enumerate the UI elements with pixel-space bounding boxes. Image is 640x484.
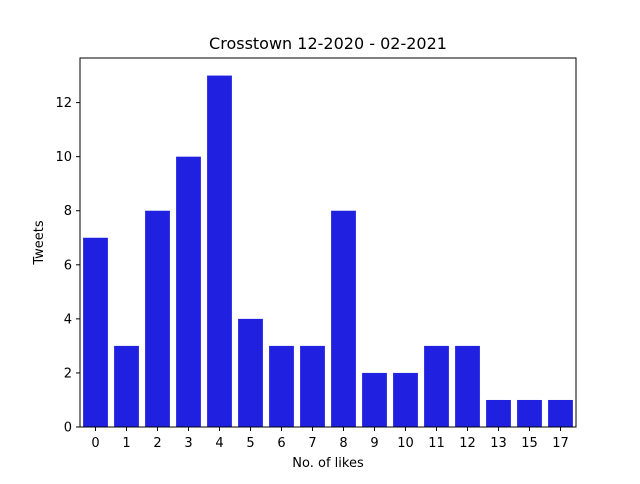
bar-15 <box>517 399 542 427</box>
y-tick-label: 12 <box>55 96 72 111</box>
plot-frame <box>79 57 577 428</box>
y-tick-label: 8 <box>64 204 72 219</box>
bar-2 <box>145 210 170 427</box>
x-tick-label: 4 <box>215 436 223 451</box>
y-tick-label: 2 <box>64 366 72 381</box>
x-tick-label: 10 <box>397 436 414 451</box>
x-tick-label: 17 <box>552 436 569 451</box>
bar-17 <box>548 399 573 427</box>
y-tick-label: 6 <box>64 258 72 273</box>
bar-11 <box>424 345 449 427</box>
x-tick-label: 5 <box>246 436 254 451</box>
y-tick-label: 10 <box>55 150 72 165</box>
x-tick-label: 1 <box>122 436 130 451</box>
y-axis-label: Tweets <box>32 220 47 266</box>
x-tick-label: 12 <box>459 436 476 451</box>
bar-13 <box>486 399 511 427</box>
x-tick-label: 9 <box>370 436 378 451</box>
bar-7 <box>300 345 325 427</box>
x-tick-label: 8 <box>339 436 347 451</box>
bar-8 <box>331 210 356 427</box>
bar-3 <box>176 156 201 428</box>
bar-5 <box>238 318 263 427</box>
x-tick-label: 6 <box>277 436 285 451</box>
x-tick-label: 0 <box>91 436 99 451</box>
x-tick-label: 15 <box>521 436 538 451</box>
bar-1 <box>114 345 139 427</box>
bar-10 <box>393 372 418 427</box>
y-tick-label: 4 <box>64 312 72 327</box>
x-axis-ticks: 0 1 2 3 4 5 6 7 8 9 10 11 12 13 15 17 <box>91 427 569 451</box>
x-tick-label: 13 <box>490 436 507 451</box>
chart-title: Crosstown 12-2020 - 02-2021 <box>209 34 447 53</box>
bar-0 <box>83 237 108 427</box>
bar-12 <box>455 345 480 427</box>
y-axis-ticks: 0 2 4 6 8 10 12 <box>55 96 80 436</box>
x-tick-label: 7 <box>308 436 316 451</box>
x-tick-label: 2 <box>153 436 161 451</box>
bar-4 <box>207 75 232 427</box>
x-tick-label: 3 <box>184 436 192 451</box>
x-tick-label: 11 <box>428 436 445 451</box>
bar-6 <box>269 345 294 427</box>
x-axis-label: No. of likes <box>292 456 364 471</box>
y-tick-label: 0 <box>64 421 72 436</box>
bars-group <box>83 75 573 428</box>
bar-9 <box>362 372 387 427</box>
